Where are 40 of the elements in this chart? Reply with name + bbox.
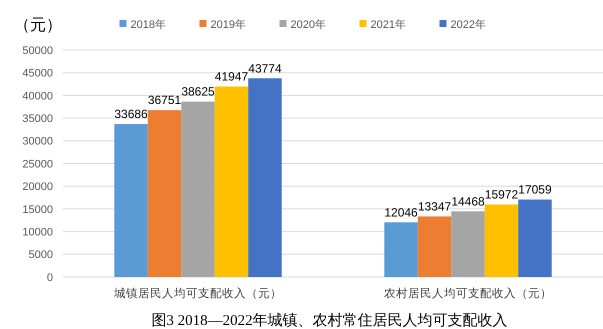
data-label: 41947 xyxy=(214,70,248,84)
x-tick-label: 城镇居民人均可支配收入（元） xyxy=(113,286,282,300)
legend-label: 2021年 xyxy=(370,18,406,31)
bar xyxy=(518,200,552,277)
y-tick-label: 0 xyxy=(46,272,53,284)
bar xyxy=(148,110,182,277)
y-tick-label: 20000 xyxy=(22,181,53,194)
x-tick-label: 农村居民人均可支配收入（元） xyxy=(384,286,552,300)
bar xyxy=(484,204,518,277)
y-tick-label: 40000 xyxy=(22,90,53,102)
legend-label: 2022年 xyxy=(450,18,486,31)
data-label: 14468 xyxy=(451,194,486,208)
text: 图3 2018—2022年城镇、农村常住居民人均可支配收入 xyxy=(151,312,508,329)
y-tick-label: 10000 xyxy=(22,226,53,238)
y-tick-label: 30000 xyxy=(22,136,53,148)
data-label: 36751 xyxy=(148,93,182,108)
data-label: 38625 xyxy=(181,84,216,99)
y-axis-title: （元） xyxy=(14,17,62,34)
y-tick-label: 35000 xyxy=(22,112,53,125)
y-tick-label: 25000 xyxy=(22,158,53,170)
legend-label: 2018年 xyxy=(130,18,166,31)
y-tick-label: 45000 xyxy=(22,68,53,80)
data-label: 33686 xyxy=(114,107,148,122)
y-tick-label: 50000 xyxy=(22,44,53,57)
data-label: 12046 xyxy=(384,205,418,220)
bar xyxy=(248,78,282,277)
bar xyxy=(384,222,418,277)
bar xyxy=(214,86,248,277)
bar xyxy=(114,124,148,277)
legend-label: 2019年 xyxy=(210,18,246,31)
bar xyxy=(418,216,452,277)
bar xyxy=(451,211,485,277)
data-label: 15972 xyxy=(484,187,518,202)
data-label: 13347 xyxy=(418,199,452,214)
legend-label: 2020年 xyxy=(290,18,326,31)
data-label: 17059 xyxy=(518,182,552,197)
y-tick-label: 15000 xyxy=(22,204,53,216)
data-label: 43774 xyxy=(248,61,282,76)
y-tick-label: 5000 xyxy=(28,249,53,262)
bar xyxy=(181,102,215,277)
